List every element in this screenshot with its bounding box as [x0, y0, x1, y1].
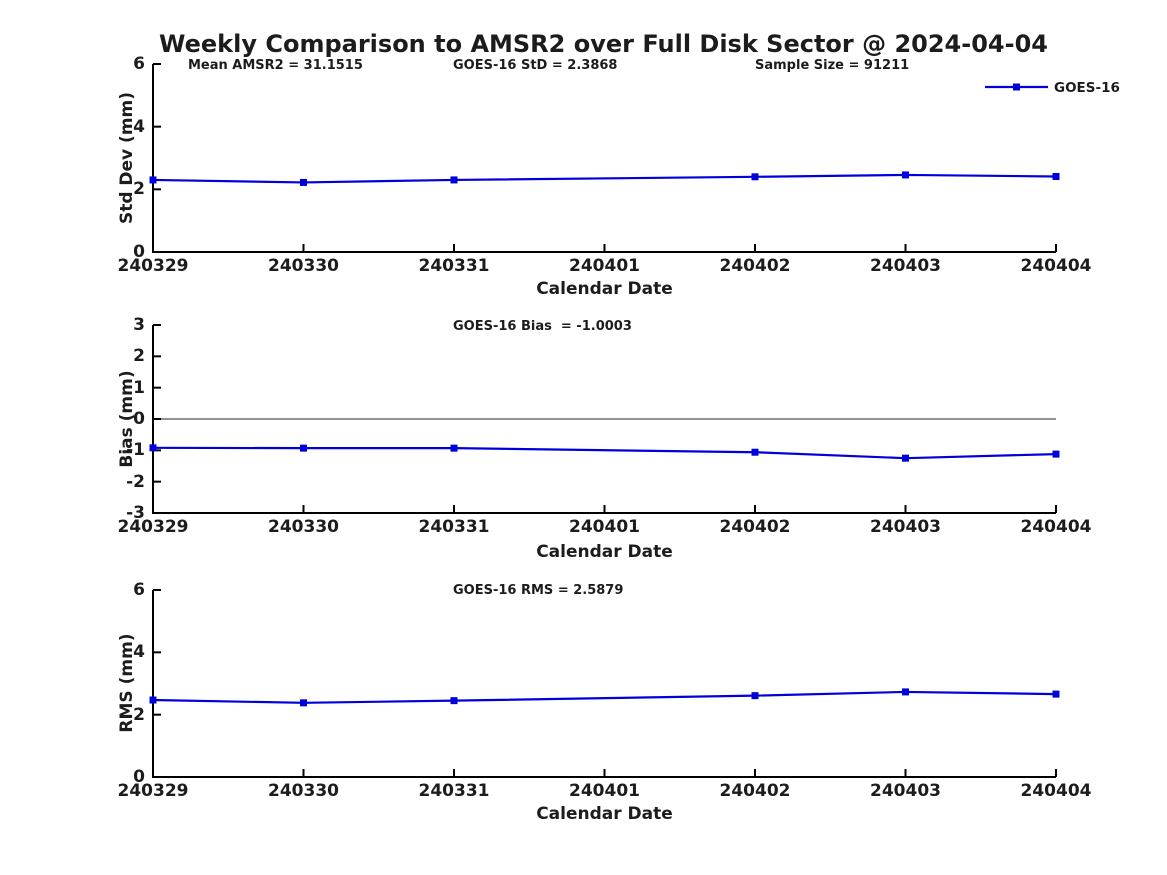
y-tick-label: 3 — [133, 315, 145, 335]
y-tick-label: 4 — [133, 642, 145, 663]
x-tick-label: 240401 — [569, 256, 640, 276]
x-tick-label: 240331 — [418, 781, 490, 801]
x-tick-label: 240404 — [1020, 256, 1092, 276]
x-tick-label: 240404 — [1020, 517, 1092, 537]
data-point-marker — [300, 444, 307, 452]
x-tick-label: 240330 — [268, 517, 339, 537]
data-point-marker — [450, 697, 458, 705]
data-point-marker — [1052, 172, 1060, 180]
x-tick-label: 240331 — [418, 256, 490, 276]
y-tick-label: 2 — [133, 179, 145, 200]
y-tick-label: -1 — [126, 440, 145, 461]
y-tick-label: 0 — [133, 409, 145, 429]
y-tick-label: 4 — [133, 116, 145, 137]
data-point-marker — [149, 176, 157, 184]
y-tick-label: 2 — [133, 346, 145, 367]
mean-amsr2-annotation: Mean AMSR2 = 31.1515 — [188, 58, 363, 73]
stddev-x-axis-label: Calendar Date — [536, 279, 673, 299]
y-tick-label: 6 — [133, 54, 145, 74]
stddev-y-axis-label: Std Dev (mm) — [117, 91, 137, 225]
data-point-marker — [450, 444, 458, 452]
x-tick-label: 240330 — [268, 781, 339, 801]
figure-title: Weekly Comparison to AMSR2 over Full Dis… — [159, 30, 1048, 58]
x-tick-label: 240403 — [870, 256, 941, 276]
data-point-marker — [751, 448, 759, 456]
x-tick-label: 240329 — [117, 517, 189, 537]
goes16-rms-annotation: GOES-16 RMS = 2.5879 — [453, 583, 624, 598]
bias-x-axis-label: Calendar Date — [536, 542, 673, 562]
x-tick-label: 240402 — [719, 517, 791, 537]
data-point-marker — [300, 178, 307, 186]
data-point-marker — [300, 699, 307, 707]
x-tick-label: 240331 — [418, 517, 490, 537]
y-tick-label: 6 — [133, 580, 145, 600]
data-line — [152, 690, 1057, 704]
data-line — [152, 446, 1057, 460]
data-point-marker — [902, 454, 909, 462]
data-point-marker — [1052, 450, 1060, 458]
x-tick-label: 240402 — [719, 256, 791, 276]
y-tick-label: 1 — [133, 377, 145, 398]
y-tick-label: 0 — [133, 242, 145, 262]
x-tick-label: 240401 — [569, 781, 640, 801]
x-tick-label: 240402 — [719, 781, 791, 801]
data-line — [152, 173, 1057, 184]
y-tick-label: -2 — [126, 471, 145, 492]
data-point-marker — [902, 688, 909, 696]
rms-x-axis-label: Calendar Date — [536, 804, 673, 824]
x-tick-label: 240403 — [870, 781, 941, 801]
y-tick-label: 0 — [133, 767, 145, 787]
data-point-marker — [1052, 690, 1060, 698]
y-tick-label: -3 — [126, 503, 145, 523]
x-tick-label: 240330 — [268, 256, 339, 276]
sample-size-annotation: Sample Size = 91211 — [755, 58, 910, 73]
x-tick-label: 240403 — [870, 517, 941, 537]
x-tick-label: 240404 — [1020, 781, 1092, 801]
data-point-marker — [751, 692, 759, 700]
goes16-std-annotation: GOES-16 StD = 2.3868 — [453, 58, 618, 73]
data-point-marker — [149, 444, 157, 452]
goes16-bias-annotation: GOES-16 Bias = -1.0003 — [453, 319, 632, 334]
x-tick-label: 240401 — [569, 517, 640, 537]
x-tick-label: 240329 — [117, 781, 189, 801]
legend-marker — [1013, 83, 1020, 91]
y-tick-label: 2 — [133, 704, 145, 725]
data-point-marker — [450, 176, 458, 184]
data-point-marker — [902, 171, 909, 179]
data-point-marker — [751, 173, 759, 181]
x-tick-label: 240329 — [117, 256, 189, 276]
data-point-marker — [149, 696, 157, 704]
legend-label: GOES-16 — [1054, 80, 1120, 96]
